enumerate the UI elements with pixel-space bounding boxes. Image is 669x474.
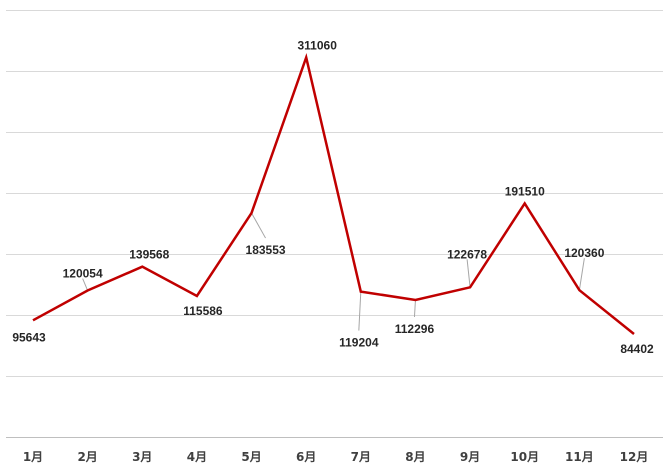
x-tick-label: 6月 <box>296 450 316 464</box>
leader-line <box>358 291 362 331</box>
x-tick-label: 4月 <box>187 450 207 464</box>
data-labels: 95643 120054 139568 115586 183553 311060 11920… <box>12 39 654 357</box>
data-label: 120360 <box>564 246 604 260</box>
data-label: 139568 <box>129 248 169 262</box>
data-label: 191510 <box>505 184 545 198</box>
series-line <box>32 53 635 335</box>
data-label: 122678 <box>447 247 487 261</box>
data-label: 120054 <box>63 267 103 281</box>
leader-line <box>413 299 416 318</box>
x-tick-label: 10月 <box>510 450 539 464</box>
x-tick-label: 9月 <box>460 450 480 464</box>
x-tick-label: 2月 <box>77 450 97 464</box>
x-tick-label: 7月 <box>351 450 371 464</box>
x-tick-label: 5月 <box>241 450 261 464</box>
series-layer <box>32 53 635 335</box>
data-label: 115586 <box>183 304 223 318</box>
data-label: 183553 <box>246 243 286 257</box>
data-label: 112296 <box>395 322 435 336</box>
gridlines <box>6 10 663 377</box>
label-leaders <box>82 212 585 331</box>
leader-line <box>251 212 266 239</box>
data-label: 84402 <box>620 342 654 356</box>
leader-line <box>82 278 89 291</box>
data-label: 311060 <box>297 39 337 53</box>
data-label: 119204 <box>339 336 379 350</box>
x-tick-label: 12月 <box>620 450 649 464</box>
x-tick-label: 3月 <box>132 450 152 464</box>
x-tick-label: 1月 <box>23 450 43 464</box>
leader-line <box>578 258 585 291</box>
x-tick-labels: 1月 2月 3月 4月 5月 6月 7月 8月 9月 10月 11月 12月 <box>23 450 649 464</box>
data-label: 95643 <box>12 330 46 344</box>
leader-line <box>466 259 471 288</box>
x-tick-label: 11月 <box>565 450 594 464</box>
x-tick-label: 8月 <box>405 450 425 464</box>
